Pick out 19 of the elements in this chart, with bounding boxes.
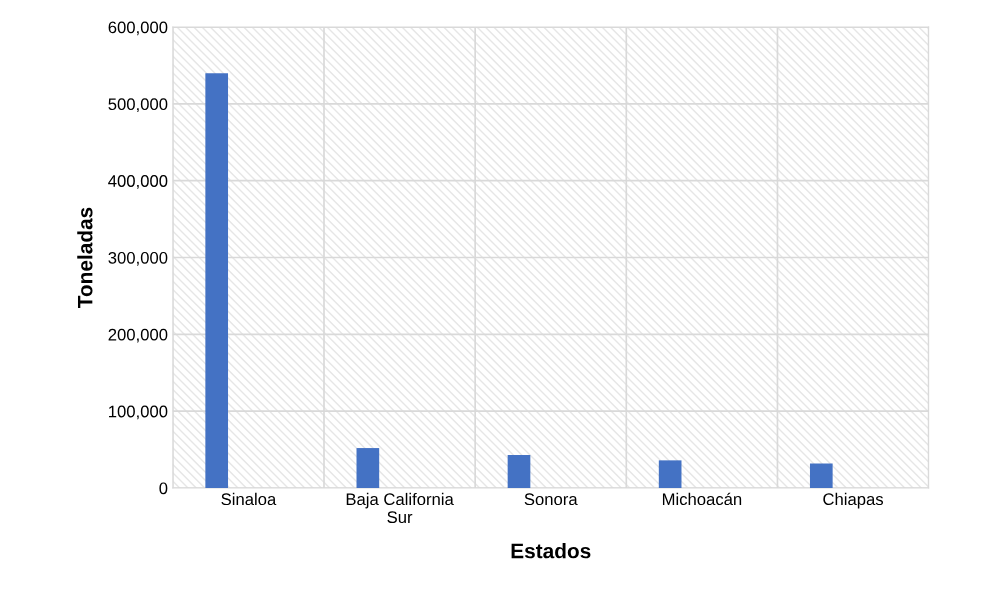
y-tick-label: 500,000 [108,98,168,113]
x-tick-label: Baja California Sur [346,492,454,524]
bar [507,454,531,489]
x-tick-label: Sinaloa [221,492,277,506]
bar [356,448,380,489]
x-axis-title: Estados [511,543,591,559]
y-axis-title: Toneladas [77,207,93,309]
y-tick-label: 100,000 [109,405,168,420]
bar [658,460,682,489]
x-tick-label: Chiapas [823,492,884,509]
y-tick-label: 300,000 [108,251,168,266]
y-tick-label: 200,000 [108,328,168,343]
bar [809,463,833,489]
y-tick-label: 400,000 [108,175,168,189]
x-tick-label: Sonora [524,493,578,506]
x-tick-label: Michoacán [662,492,742,506]
y-tick-label: 0 [159,482,168,495]
y-tick-label: 600,000 [108,21,168,36]
bar [205,73,229,489]
